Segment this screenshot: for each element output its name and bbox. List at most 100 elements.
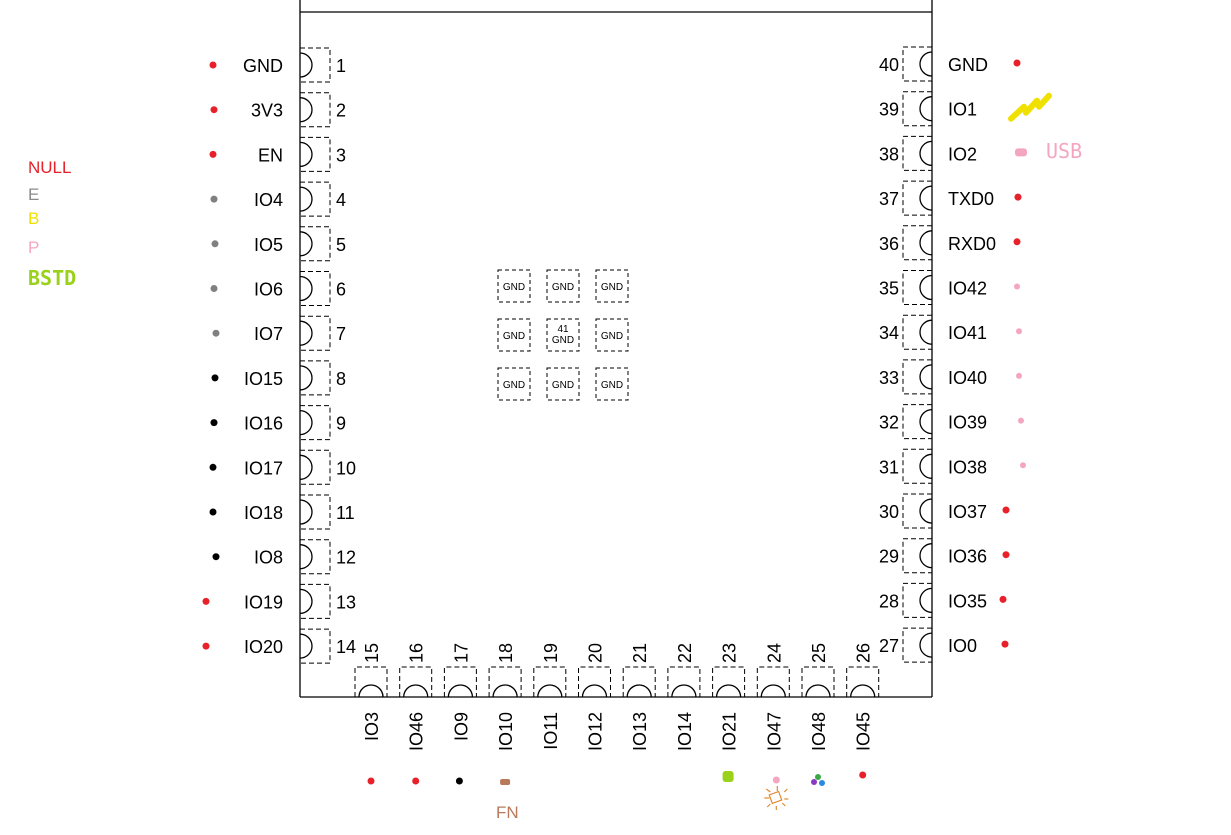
ground-pad-label: GND — [503, 331, 525, 342]
pin-number: 35 — [879, 279, 899, 299]
pin-right-37: 37 TXD0 — [879, 180, 1022, 216]
legend-item: P — [28, 238, 39, 257]
pin-marker — [1002, 506, 1010, 514]
squiggle-marker — [1008, 92, 1052, 122]
led-icon — [764, 786, 789, 810]
pin-right-34: 34 IO41 — [879, 314, 1022, 350]
pin-left-8: 8 IO15 — [211, 360, 346, 396]
ground-pad-label: GND — [503, 282, 525, 293]
pin-left-9: 9 IO16 — [210, 405, 346, 441]
ground-pad-label: GND — [552, 380, 574, 391]
pin-left-10: 10 IO17 — [209, 449, 356, 485]
pin-marker — [455, 777, 463, 785]
pin-number: 34 — [879, 323, 899, 343]
pin-right-40: 40 GND — [879, 46, 1021, 82]
legend-item: NULL — [28, 158, 71, 177]
pin-right-39: 39 IO1 — [879, 91, 1052, 127]
pin-number: 8 — [336, 369, 346, 389]
pin-name: IO7 — [254, 324, 283, 344]
pin-number: 24 — [764, 643, 784, 663]
left-pin-column: 1 GND 2 3V3 3 EN 4 IO4 5 IO5 6 IO6 7 IO7 8 IO15 9 IO16 10 I… — [202, 47, 356, 664]
pin-number: 3 — [336, 145, 346, 165]
pin-number: 36 — [879, 234, 899, 254]
pin-number: 23 — [720, 643, 740, 663]
pin-name: IO15 — [244, 369, 283, 389]
ground-pad-label: 41 — [557, 324, 569, 335]
bottom-pin-row: 15 IO3 16 IO46 17 IO9 18 IO10 19 IO11 20 IO12 21 IO13… — [354, 643, 880, 810]
pin-name: IO12 — [586, 712, 606, 751]
pin-name: IO6 — [254, 280, 283, 300]
pin-name: IO3 — [362, 712, 382, 741]
pin-marker — [367, 777, 375, 785]
rgb-dot-purple — [811, 779, 817, 785]
pin-marker — [210, 285, 218, 292]
pin-number: 9 — [336, 414, 346, 434]
pin-name: IO20 — [244, 637, 283, 657]
pin-name: TXD0 — [948, 189, 994, 209]
pin-name: IO0 — [948, 636, 977, 656]
pin-number: 12 — [336, 548, 356, 568]
pin-number: 33 — [879, 368, 899, 388]
pin-left-14: 14 IO20 — [202, 628, 356, 664]
ground-pad: GND — [546, 269, 580, 303]
pin-marker — [772, 776, 780, 784]
pin-left-13: 13 IO19 — [202, 583, 356, 619]
pin-name: IO37 — [948, 502, 987, 522]
pin-marker — [209, 150, 217, 158]
pin-marker — [1014, 283, 1020, 290]
pin-number: 25 — [809, 643, 829, 663]
usb-label: USB — [1046, 139, 1082, 163]
pin-left-1: 1 GND — [209, 47, 346, 83]
pin-number: 27 — [879, 636, 899, 656]
pin-marker — [1018, 417, 1024, 424]
pin-number: 6 — [336, 280, 346, 300]
pin-marker — [211, 240, 219, 248]
ground-pad: GND — [546, 367, 580, 401]
pin-number: 19 — [541, 643, 561, 663]
pin-marker — [210, 106, 218, 114]
pin-marker — [212, 553, 220, 561]
pin-marker — [209, 463, 217, 471]
pin-number: 37 — [879, 189, 899, 209]
ground-pad-label: GND — [503, 380, 525, 391]
pin-right-36: 36 RXD0 — [879, 225, 1021, 261]
pin-name: IO13 — [630, 712, 650, 751]
pin-bottom-22: 22 IO14 — [667, 643, 701, 751]
pin-name: IO21 — [720, 712, 740, 751]
pin-name: GND — [243, 56, 283, 76]
ground-pad-label: GND — [552, 335, 574, 346]
pin-name: IO46 — [407, 712, 427, 751]
pin-marker — [412, 777, 420, 785]
pin-name: IO2 — [948, 144, 977, 164]
pin-name: IO9 — [451, 712, 471, 741]
pin-name: IO45 — [854, 712, 874, 751]
pin-number: 20 — [586, 643, 606, 663]
pin-name: IO38 — [948, 457, 987, 477]
legend-item: BSTD — [28, 266, 76, 290]
pin-marker — [1020, 462, 1026, 469]
pin-right-29: 29 IO36 — [879, 538, 1010, 574]
pin-bottom-19: 19 IO11 — [533, 643, 567, 750]
pin-marker — [1002, 551, 1010, 559]
pin-marker — [211, 374, 219, 382]
pin-number: 16 — [407, 643, 427, 663]
pin-marker — [1013, 238, 1021, 246]
pin-name: IO1 — [948, 100, 977, 120]
pin-left-7: 7 IO7 — [212, 315, 346, 351]
pin-left-4: 4 IO4 — [210, 181, 346, 217]
pin-name: IO10 — [496, 712, 516, 751]
pin-number: 38 — [879, 144, 899, 164]
pin-marker — [202, 642, 210, 650]
pin-number: 18 — [496, 643, 516, 663]
pin-bottom-20: 20 IO12 — [578, 643, 611, 751]
ground-pad: GND — [497, 269, 531, 303]
pin-bottom-26: 26 IO45 — [846, 643, 880, 779]
legend-item: E — [28, 185, 39, 204]
pin-right-38: 38 IO2 — [879, 135, 1027, 171]
ground-pad: GND — [595, 269, 629, 303]
legend-item: B — [28, 209, 39, 228]
pin-right-35: 35 IO42 — [879, 270, 1020, 305]
pin-name: IO41 — [948, 323, 987, 343]
pin-right-33: 33 IO40 — [879, 359, 1022, 395]
